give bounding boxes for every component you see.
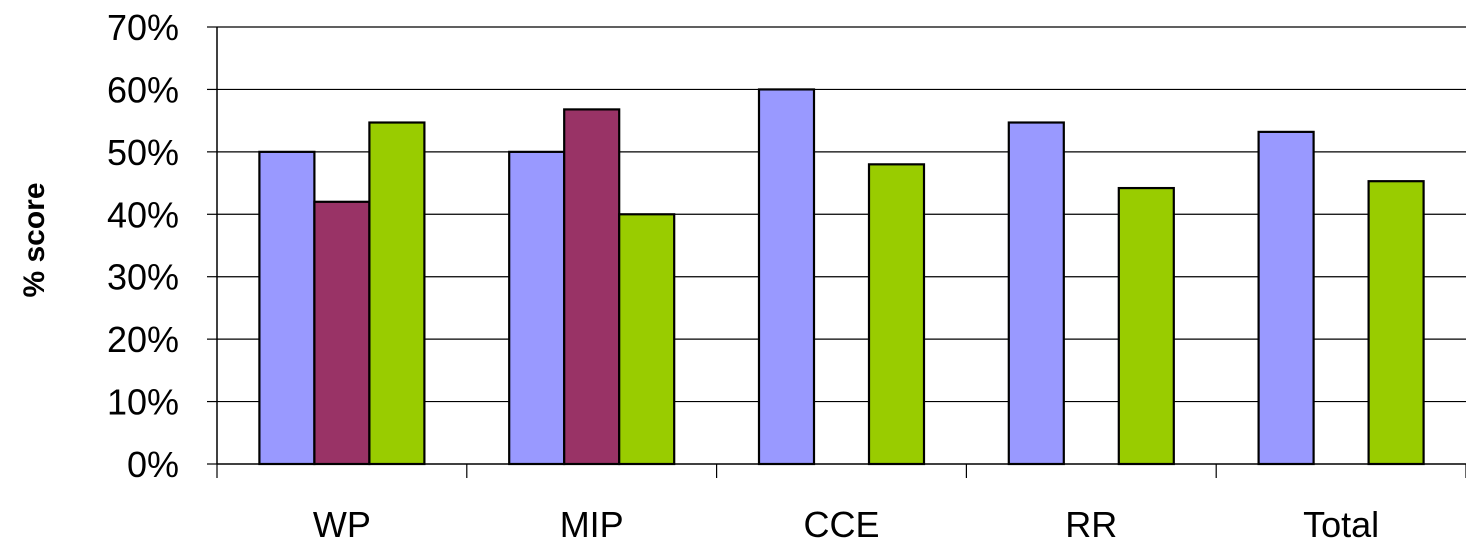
bar xyxy=(1367,180,1425,466)
y-tick-label: 20% xyxy=(107,319,179,360)
axes xyxy=(207,26,1466,478)
x-category-label: Total xyxy=(1303,504,1379,544)
bar xyxy=(368,121,426,466)
bar xyxy=(618,213,676,466)
y-tick-labels: 0% 10% 20% 30% 40% 50% 60% 70% xyxy=(107,7,179,485)
y-tick-label: 40% xyxy=(107,194,179,235)
bars xyxy=(258,88,1425,466)
x-category-labels: WP MIP CCE RR Total xyxy=(313,504,1379,544)
bar xyxy=(563,108,621,466)
x-category-label: CCE xyxy=(803,504,879,544)
bar xyxy=(1007,121,1065,466)
bar xyxy=(1257,130,1315,466)
y-tick-label: 60% xyxy=(107,69,179,110)
bar xyxy=(757,88,816,466)
y-tick-label: 70% xyxy=(107,7,179,48)
x-category-label: MIP xyxy=(560,504,624,544)
y-axis-title: % score xyxy=(18,182,51,297)
x-category-label: WP xyxy=(313,504,371,544)
y-tick-label: 50% xyxy=(107,132,179,173)
y-tick-label: 10% xyxy=(107,382,179,423)
x-category-label: RR xyxy=(1065,504,1117,544)
bar xyxy=(508,150,566,466)
bar xyxy=(258,150,316,466)
bar xyxy=(867,163,926,466)
bar xyxy=(1117,186,1175,466)
y-tick-label: 30% xyxy=(107,257,179,298)
bar xyxy=(313,200,371,466)
y-tick-label: 0% xyxy=(127,444,179,485)
